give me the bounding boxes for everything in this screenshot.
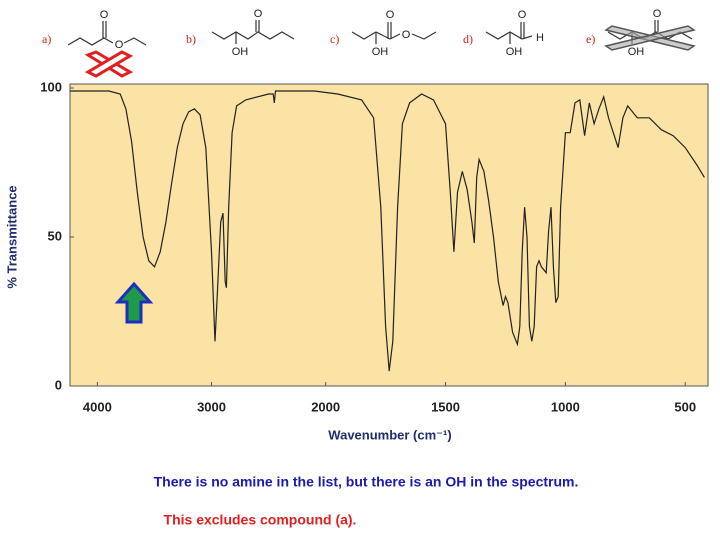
atom-label: OH — [372, 46, 389, 58]
atom-label: OH — [506, 46, 523, 58]
x-tick-label: 4000 — [83, 399, 112, 414]
structure-c: O O OH — [351, 9, 437, 58]
compound-label: c) — [330, 32, 339, 46]
y-axis-label: % Transmittance — [4, 185, 19, 288]
x-tick-label: 500 — [674, 399, 696, 414]
atom-label: OH — [628, 46, 645, 58]
compound-label: d) — [463, 32, 473, 46]
atom-label: H — [536, 32, 544, 44]
atom-label: O — [402, 29, 411, 41]
compound-label: a) — [42, 32, 51, 46]
plot: 0 50 100 4000 3000 2000 1500 1000 500 — [40, 79, 705, 414]
x-tick-label: 2000 — [311, 399, 340, 414]
compound-label: b) — [186, 32, 196, 46]
x-tick-label: 3000 — [197, 399, 226, 414]
y-tick-label: 100 — [40, 79, 62, 94]
x-tick-label: 1000 — [551, 399, 580, 414]
atom-label: O — [100, 9, 109, 21]
atom-label: O — [386, 9, 395, 21]
atom-label: O — [254, 8, 263, 20]
spectrum-line — [70, 90, 705, 372]
y-tick-label: 0 — [55, 377, 62, 392]
atom-label: O — [115, 39, 124, 51]
oh-arrow — [114, 281, 154, 324]
structure-d: O H OH — [485, 9, 544, 58]
structure-a: O O — [67, 9, 147, 78]
atom-label: O — [653, 8, 662, 20]
y-tick-label: 50 — [48, 228, 62, 243]
structure-e: O OH — [604, 8, 696, 58]
atom-label: OH — [232, 46, 249, 58]
compound-label: e) — [586, 32, 595, 46]
plot-area — [69, 83, 709, 387]
note: There is no amine in the list, but there… — [154, 474, 579, 490]
x-tick-label: 1500 — [431, 399, 460, 414]
structure-b: O OH — [211, 8, 295, 58]
x-axis-label: Wavenumber (cm⁻¹) — [328, 427, 451, 442]
atom-label: O — [518, 9, 527, 21]
note: This excludes compound (a). — [164, 512, 357, 528]
